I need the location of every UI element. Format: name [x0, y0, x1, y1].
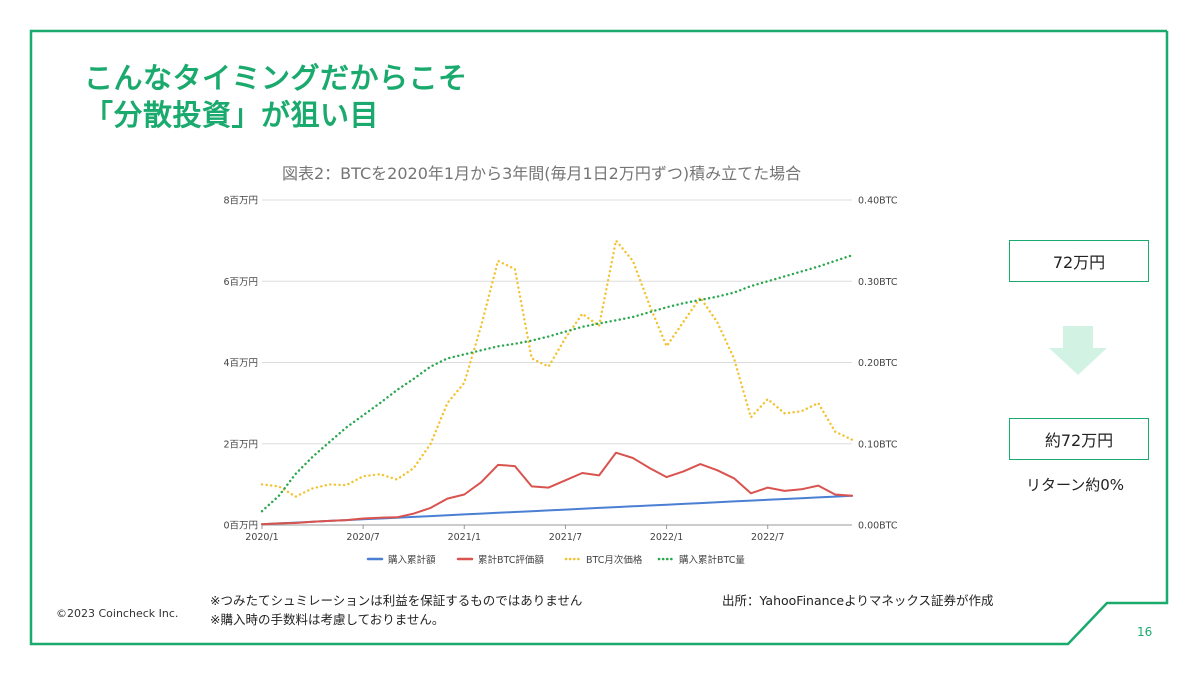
- legend-label: 購入累計BTC量: [679, 554, 745, 566]
- x-tick-label: 2020/7: [346, 532, 379, 543]
- chart-title: 図表2：BTCを2020年1月から3年間(毎月1日2万円ずつ)積み立てた場合: [282, 164, 802, 183]
- x-tick-label: 2021/7: [549, 532, 582, 543]
- series-line: [260, 239, 854, 498]
- y-right-tick-label: 0.10BTC: [858, 439, 898, 450]
- valuation-box: 約72万円: [1009, 418, 1149, 460]
- disclaimer-note-2: ※購入時の手数料は考慮しておりません。: [210, 612, 445, 627]
- source-note: 出所：YahooFinanceよりマネックス証券が作成: [722, 593, 994, 608]
- btc-accumulation-chart: 0百万円 2百万円 4百万円 6百万円 8百万円 0.00BTC 0.10BTC 0.20BT…: [223, 196, 898, 567]
- disclaimer-note-1: ※つみたてシュミレーションは利益を保証するものではありません: [210, 593, 583, 608]
- y-left-tick-label: 6百万円: [223, 277, 258, 288]
- x-tick-label: 2020/1: [245, 532, 278, 543]
- legend-label: 購入累計額: [388, 554, 436, 566]
- x-tick-label: 2022/1: [650, 532, 683, 543]
- y-left-tick-label: 8百万円: [223, 196, 258, 207]
- x-tick-label: 2022/7: [751, 532, 784, 543]
- invested-amount-box: 72万円: [1009, 240, 1149, 282]
- x-tick-label: 2021/1: [448, 532, 481, 543]
- down-arrow-icon: [1049, 326, 1107, 375]
- y-right-tick-label: 0.40BTC: [858, 196, 898, 207]
- legend-label: 累計BTC評価額: [478, 554, 544, 566]
- valuation-label: 約72万円: [1044, 431, 1114, 450]
- title-line-2: 「分散投資」が狙い目: [84, 98, 380, 132]
- invested-amount-label: 72万円: [1052, 253, 1106, 272]
- copyright: ©2023 Coincheck Inc.: [56, 607, 179, 620]
- series-line: [260, 254, 854, 513]
- y-left-tick-label: 2百万円: [223, 439, 258, 450]
- page-number: 16: [1137, 625, 1153, 639]
- y-left-tick-label: 0百万円: [223, 521, 258, 532]
- slide-title: こんなタイミングだからこそ 「分散投資」が狙い目: [84, 60, 468, 134]
- y-right-tick-label: 0.00BTC: [858, 521, 898, 532]
- y-left-tick-label: 4百万円: [223, 358, 258, 369]
- legend-label: BTC月次価格: [586, 554, 643, 566]
- series-line: [261, 451, 853, 526]
- y-right-tick-label: 0.30BTC: [858, 277, 898, 288]
- return-label: リターン約0%: [1026, 476, 1125, 494]
- title-line-1: こんなタイミングだからこそ: [84, 61, 468, 95]
- y-right-tick-label: 0.20BTC: [858, 358, 898, 369]
